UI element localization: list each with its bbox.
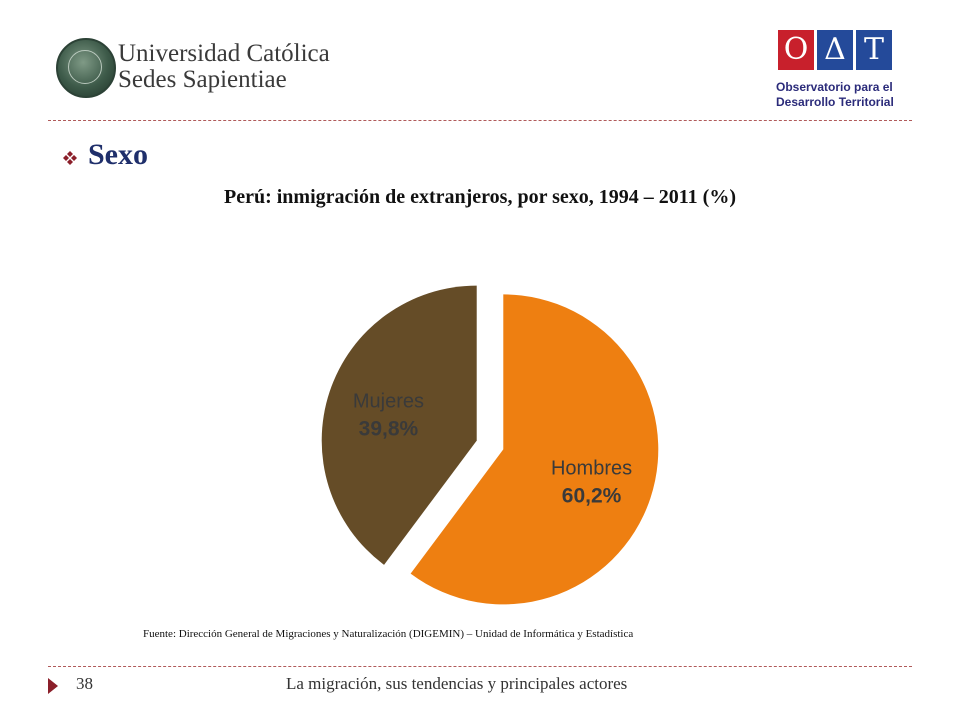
pie-slice-mujeres bbox=[321, 285, 477, 565]
oat-subtitle-line1: Observatorio para el bbox=[776, 80, 893, 94]
footer-divider bbox=[48, 666, 912, 667]
slice-value-hombres: 60,2% bbox=[562, 485, 622, 508]
source-note: Fuente: Dirección General de Migraciones… bbox=[143, 628, 634, 640]
footer-text: La migración, sus tendencias y principal… bbox=[286, 674, 628, 693]
footer-arrow-icon bbox=[48, 678, 58, 694]
pie-slice-hombres bbox=[410, 294, 659, 605]
university-logo: Universidad Católica Sedes Sapientiae bbox=[56, 38, 330, 98]
oat-letter-t: T bbox=[856, 30, 892, 70]
page-number: 38 bbox=[76, 674, 93, 693]
oat-logo: O Δ T Observatorio para el Desarrollo Te… bbox=[776, 30, 916, 110]
oat-letters: O Δ T bbox=[778, 30, 896, 70]
university-seal-icon bbox=[56, 38, 116, 98]
oat-letter-delta: Δ bbox=[817, 30, 853, 70]
slice-name-mujeres: Mujeres bbox=[353, 390, 424, 412]
university-name-line1: Universidad Católica bbox=[118, 40, 330, 67]
section-heading: Sexo bbox=[88, 138, 148, 171]
chart-title: Perú: inmigración de extranjeros, por se… bbox=[224, 186, 736, 208]
oat-letter-o: O bbox=[778, 30, 814, 70]
header-divider bbox=[48, 120, 912, 121]
slice-name-hombres: Hombres bbox=[551, 458, 632, 480]
pie-chart: Hombres 60,2% Mujeres 39,8% bbox=[321, 285, 659, 605]
slice-value-mujeres: 39,8% bbox=[359, 417, 419, 440]
oat-subtitle-line2: Desarrollo Territorial bbox=[776, 95, 894, 109]
university-name-line2: Sedes Sapientiae bbox=[118, 66, 287, 93]
diamond-bullet-icon bbox=[63, 151, 77, 165]
